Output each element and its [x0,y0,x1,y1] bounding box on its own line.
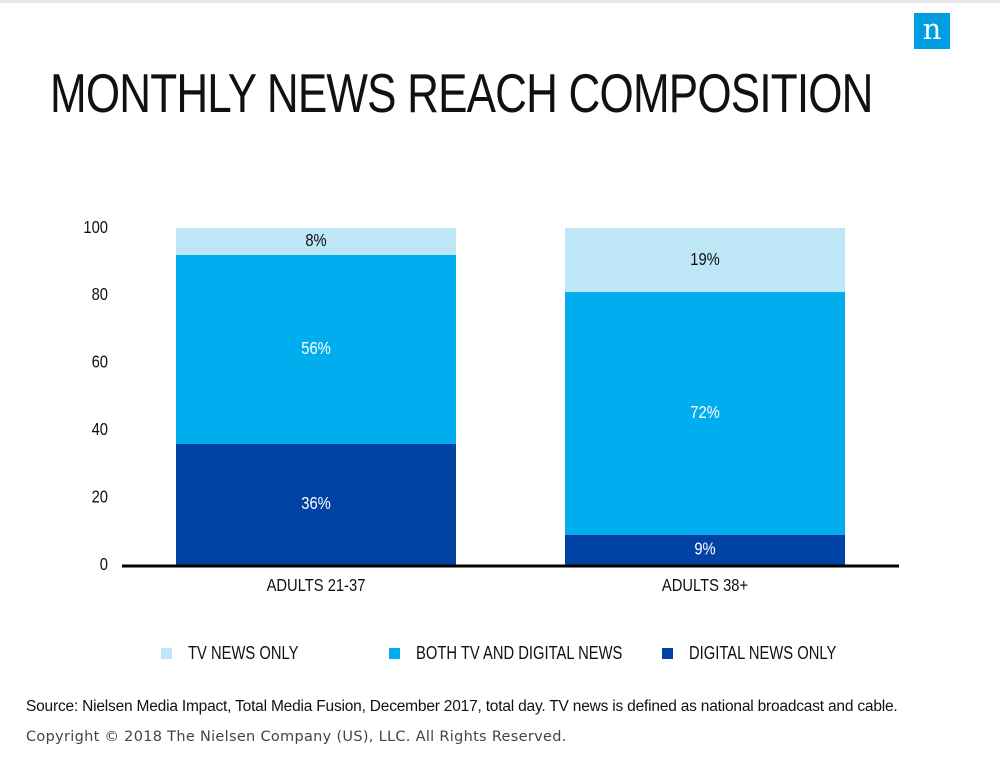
legend-swatch-both [389,647,400,659]
legend-item-digital-only: DIGITAL NEWS ONLY [662,642,869,664]
legend-item-both: BOTH TV AND DIGITAL NEWS [389,642,668,664]
legend-item-tv-only: TV NEWS ONLY [161,642,323,664]
x-tick-label-2: ADULTS 38+ [662,575,748,595]
data-label-digital-news-only-1: 36% [301,494,331,514]
y-tick-label-20: 20 [92,487,108,507]
bar-segment-digital-news-only-1 [176,443,456,565]
data-label-digital-news-only-2: 9% [694,539,716,559]
y-tick-label-100: 100 [83,217,108,237]
legend-label-both: BOTH TV AND DIGITAL NEWS [416,642,623,663]
legend-label-tv-only: TV NEWS ONLY [188,642,299,663]
bar-segment-tv-news-only-2 [565,228,845,293]
source-note: Source: Nielsen Media Impact, Total Medi… [26,698,898,715]
copyright-notice: Copyright © 2018 The Nielsen Company (US… [26,729,567,745]
y-tick-label-60: 60 [92,352,108,372]
nielsen-logo: n [914,13,950,49]
legend: TV NEWS ONLY BOTH TV AND DIGITAL NEWS DI… [0,642,1000,664]
legend-label-digital-only: DIGITAL NEWS ONLY [689,642,837,663]
x-tick-label-1: ADULTS 21-37 [267,575,366,595]
data-label-both-tv-and-digital-news-1: 56% [301,339,331,359]
bar-segment-both-tv-and-digital-news-2 [565,292,845,535]
bar-segment-tv-news-only-1 [176,228,456,255]
y-tick-label-0: 0 [100,554,108,574]
legend-swatch-tv-only [161,647,172,659]
legend-swatch-digital-only [662,647,673,659]
y-tick-label-40: 40 [92,420,108,440]
chart-title: MONTHLY NEWS REACH COMPOSITION [50,62,873,124]
data-label-both-tv-and-digital-news-2: 72% [690,403,720,423]
stacked-bar-chart: 0 20 40 60 80 100 36% 56% 8% ADULTS 21-37 9% 72% 19%… [83,217,899,595]
y-tick-label-80: 80 [92,285,108,305]
data-label-tv-news-only-1: 8% [305,231,327,251]
bar-segment-both-tv-and-digital-news-1 [176,254,456,444]
top-divider [0,0,1000,3]
bar-segment-digital-news-only-2 [565,534,845,565]
data-label-tv-news-only-2: 19% [690,249,720,269]
